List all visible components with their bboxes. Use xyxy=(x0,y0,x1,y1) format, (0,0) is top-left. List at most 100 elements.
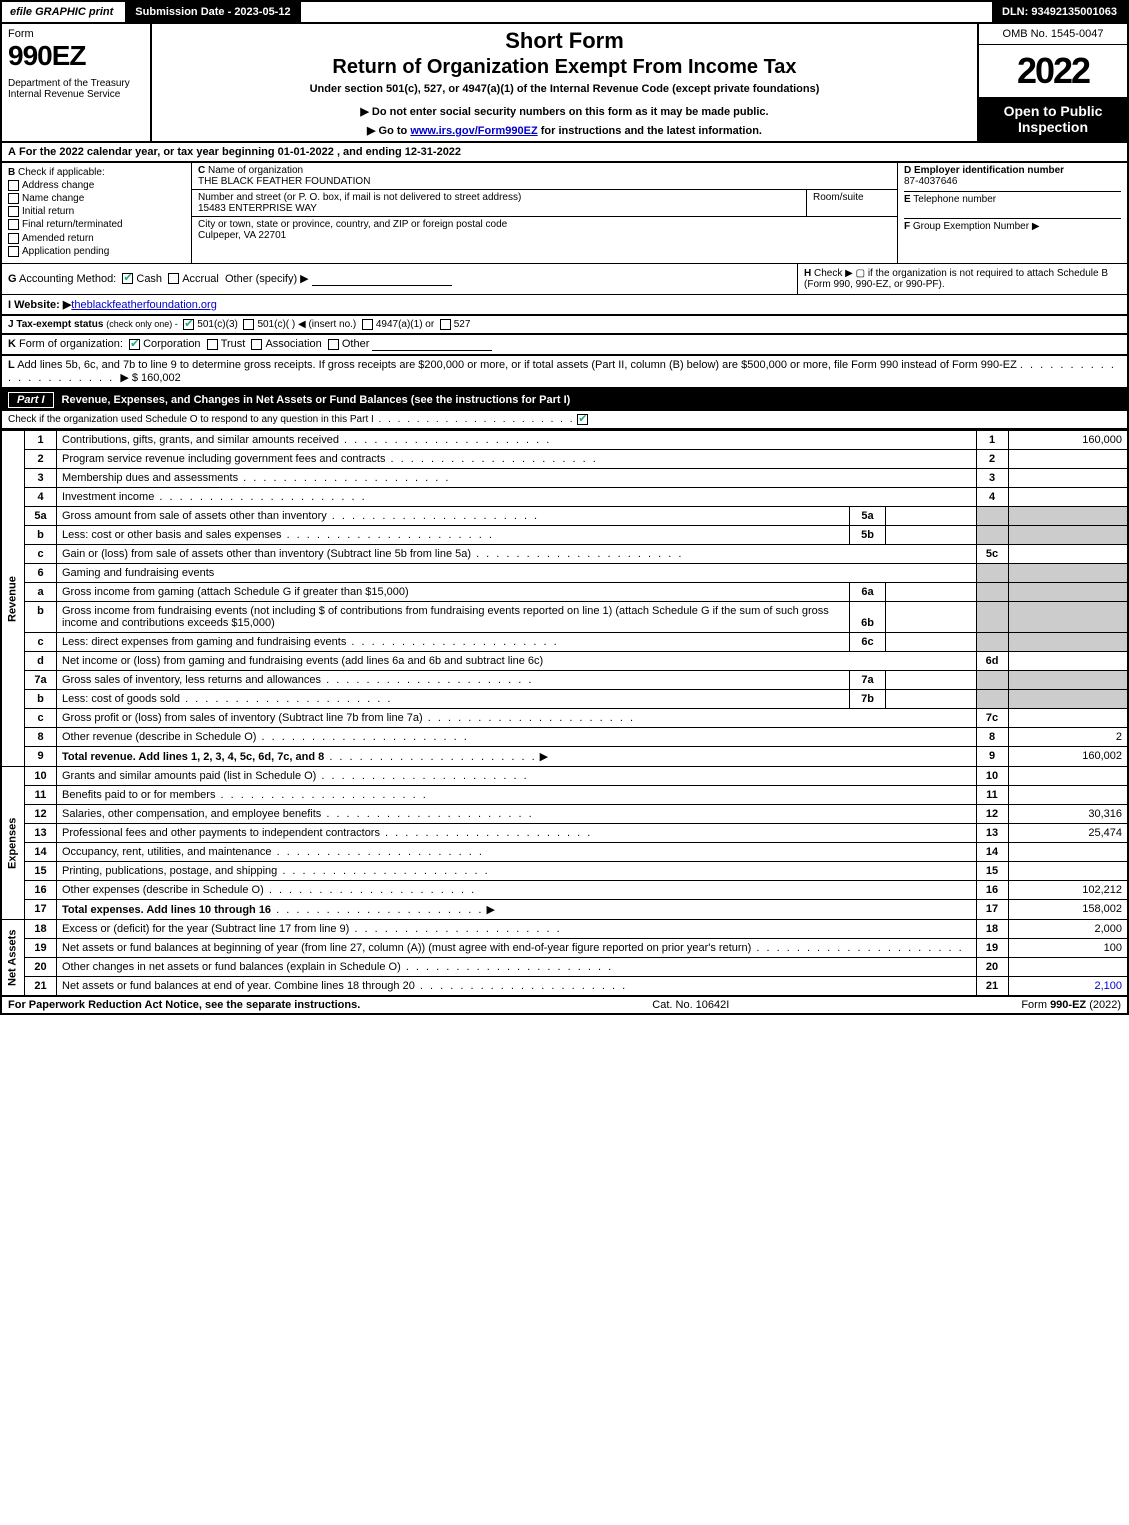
l6-num: 6 xyxy=(25,564,57,583)
irs-link[interactable]: www.irs.gov/Form990EZ xyxy=(410,125,537,137)
g-accrual: Accrual xyxy=(182,273,219,285)
l6-ashade xyxy=(1008,564,1128,583)
c-name-row: C Name of organization THE BLACK FEATHER… xyxy=(192,163,897,190)
line-17: 17 Total expenses. Add lines 10 through … xyxy=(1,900,1128,920)
l17-num: 17 xyxy=(25,900,57,920)
website-link[interactable]: theblackfeatherfoundation.org xyxy=(71,299,217,311)
l5b-sub: 5b xyxy=(850,526,886,544)
g-label: Accounting Method: xyxy=(19,273,116,285)
line-9: 9 Total revenue. Add lines 1, 2, 3, 4, 5… xyxy=(1,747,1128,767)
org-address: 15483 ENTERPRISE WAY xyxy=(198,203,317,214)
l11-amt xyxy=(1008,786,1128,805)
l6b-sub: 6b xyxy=(850,602,886,632)
l6b-num: b xyxy=(25,602,57,633)
l10-rnum: 10 xyxy=(976,767,1008,786)
l10-amt xyxy=(1008,767,1128,786)
j-527: 527 xyxy=(454,319,471,330)
l2-text: Program service revenue including govern… xyxy=(57,450,977,469)
chk-initial-return[interactable]: Initial return xyxy=(8,206,185,217)
chk-amended-return[interactable]: Amended return xyxy=(8,233,185,244)
form-number: 990EZ xyxy=(8,40,144,72)
chk-corp[interactable] xyxy=(129,339,140,350)
footer-left: For Paperwork Reduction Act Notice, see … xyxy=(8,999,360,1011)
l18-amt: 2,000 xyxy=(1008,920,1128,939)
l6d-rnum: 6d xyxy=(976,652,1008,671)
l5c-rnum: 5c xyxy=(976,545,1008,564)
l20-amt xyxy=(1008,958,1128,977)
chk-assoc[interactable] xyxy=(251,339,262,350)
part1-sub-text: Check if the organization used Schedule … xyxy=(8,414,374,425)
l17-rnum: 17 xyxy=(976,900,1008,920)
l6c-num: c xyxy=(25,633,57,652)
chk-schedule-o[interactable] xyxy=(577,414,588,425)
chk-final-return[interactable]: Final return/terminated xyxy=(8,219,185,230)
ssn-note: ▶ Do not enter social security numbers o… xyxy=(158,105,971,118)
l4-rnum: 4 xyxy=(976,488,1008,507)
chk-trust[interactable] xyxy=(207,339,218,350)
l7c-rnum: 7c xyxy=(976,709,1008,728)
l7b-text: Less: cost of goods sold7b xyxy=(57,690,977,709)
l16-num: 16 xyxy=(25,881,57,900)
form-header: Form 990EZ Department of the Treasury In… xyxy=(0,24,1129,143)
l1-rnum: 1 xyxy=(976,431,1008,450)
chk-other-org[interactable] xyxy=(328,339,339,350)
line-13: 13 Professional fees and other payments … xyxy=(1,824,1128,843)
chk-application-pending[interactable]: Application pending xyxy=(8,246,185,257)
l20-num: 20 xyxy=(25,958,57,977)
part1-title: Revenue, Expenses, and Changes in Net As… xyxy=(62,394,571,406)
l13-num: 13 xyxy=(25,824,57,843)
chk-cash[interactable] xyxy=(122,273,133,284)
chk-527[interactable] xyxy=(440,319,451,330)
line-7c: c Gross profit or (loss) from sales of i… xyxy=(1,709,1128,728)
line-2: 2 Program service revenue including gove… xyxy=(1,450,1128,469)
chk-4947[interactable] xyxy=(362,319,373,330)
l7b-rshade xyxy=(976,690,1008,709)
subtitle: Under section 501(c), 527, or 4947(a)(1)… xyxy=(158,83,971,95)
l18-num: 18 xyxy=(25,920,57,939)
l4-amt xyxy=(1008,488,1128,507)
chk-address-change[interactable]: Address change xyxy=(8,180,185,191)
l7c-text: Gross profit or (loss) from sales of inv… xyxy=(57,709,977,728)
l12-amt: 30,316 xyxy=(1008,805,1128,824)
l5a-ashade xyxy=(1008,507,1128,526)
chk-501c[interactable] xyxy=(243,319,254,330)
ein-label: Employer identification number xyxy=(914,165,1064,176)
dln-label: DLN: 93492135001063 xyxy=(992,2,1127,22)
vlabel-netassets: Net Assets xyxy=(1,920,25,996)
l20-text: Other changes in net assets or fund bala… xyxy=(57,958,977,977)
line-10: Expenses 10 Grants and similar amounts p… xyxy=(1,767,1128,786)
l5c-num: c xyxy=(25,545,57,564)
c-addr-row: Number and street (or P. O. box, if mail… xyxy=(192,190,897,217)
l7c-num: c xyxy=(25,709,57,728)
l5c-amt xyxy=(1008,545,1128,564)
chk-accrual[interactable] xyxy=(168,273,179,284)
c-addr-label: Number and street (or P. O. box, if mail… xyxy=(198,192,521,203)
footer-cat: Cat. No. 10642I xyxy=(360,999,1021,1011)
line-15: 15 Printing, publications, postage, and … xyxy=(1,862,1128,881)
line-6b: b Gross income from fundraising events (… xyxy=(1,602,1128,633)
l19-num: 19 xyxy=(25,939,57,958)
part1-header: Part I Revenue, Expenses, and Changes in… xyxy=(0,389,1129,411)
chk-final-return-label: Final return/terminated xyxy=(22,220,123,231)
l6d-num: d xyxy=(25,652,57,671)
l2-rnum: 2 xyxy=(976,450,1008,469)
line-20: 20 Other changes in net assets or fund b… xyxy=(1,958,1128,977)
l6b-text: Gross income from fundraising events (no… xyxy=(57,602,977,633)
goto-note: ▶ Go to www.irs.gov/Form990EZ for instru… xyxy=(158,124,971,137)
row-k: K Form of organization: Corporation Trus… xyxy=(0,335,1129,356)
l7a-subamt xyxy=(886,671,976,689)
line-21: 21 Net assets or fund balances at end of… xyxy=(1,977,1128,996)
l14-amt xyxy=(1008,843,1128,862)
l21-num: 21 xyxy=(25,977,57,996)
l3-num: 3 xyxy=(25,469,57,488)
l5b-text: Less: cost or other basis and sales expe… xyxy=(57,526,977,545)
l16-rnum: 16 xyxy=(976,881,1008,900)
l9-num: 9 xyxy=(25,747,57,767)
chk-name-change[interactable]: Name change xyxy=(8,193,185,204)
footer-right-bold: 990-EZ xyxy=(1050,999,1086,1011)
line-6a: a Gross income from gaming (attach Sched… xyxy=(1,583,1128,602)
l6c-subamt xyxy=(886,633,976,651)
chk-501c3[interactable] xyxy=(183,319,194,330)
l7a-num: 7a xyxy=(25,671,57,690)
l4-text: Investment income xyxy=(57,488,977,507)
